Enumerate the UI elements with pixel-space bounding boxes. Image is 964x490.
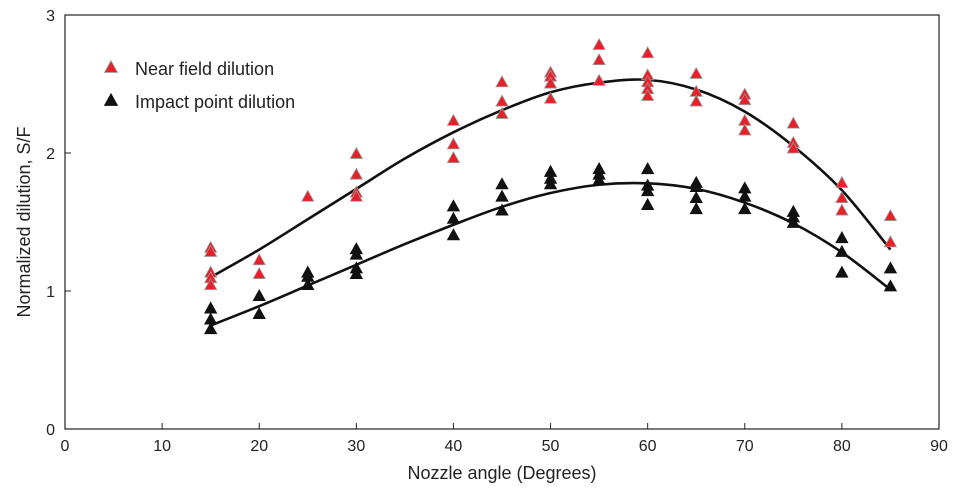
impact-point-point [835,231,849,244]
impact-point-point [738,202,752,215]
impact-point-point [883,261,898,274]
near-field-point [738,93,752,106]
impact-point-point [640,162,655,175]
x-tick-label: 80 [833,438,851,455]
x-tick-label: 40 [445,438,463,455]
x-tick-label: 50 [542,438,560,455]
near-field-point [738,123,752,136]
impact-point-point [689,202,703,215]
impact-point-point [640,197,655,210]
near-field-point [446,113,461,126]
near-field-point [495,94,509,107]
y-tick-label: 0 [46,422,55,439]
near-field-point [835,203,849,216]
near-field-point [495,75,509,88]
impact-point-point [592,173,606,186]
x-tick-label: 0 [61,438,70,455]
x-tick-label: 60 [639,438,657,455]
impact-point-point [301,277,315,290]
near-field-point [640,88,655,101]
near-field-point [786,116,801,129]
y-axis-title: Normalized dilution, S/F [14,126,34,317]
impact-point-point [543,177,558,190]
impact-point-point [203,322,218,335]
legend: Near field dilution Impact point dilutio… [103,59,295,112]
impact-point-point [786,215,801,228]
near-field-point [640,46,655,59]
y-axis-ticks: 0 1 2 3 [46,8,71,439]
impact-point-point [835,265,849,278]
x-tick-label: 70 [736,438,754,455]
impact-point-point [349,247,364,260]
impact-point-point [495,177,509,190]
impact-point-point [640,184,655,197]
y-tick-label: 1 [46,284,55,301]
impact-point-point [446,228,461,241]
impact-point-point [883,279,898,292]
impact-point-point [738,189,752,202]
impact-point-point [252,306,266,319]
x-axis-ticks: 0 10 20 30 40 50 60 70 80 90 [61,423,948,455]
near-field-point [835,191,849,204]
impact-point-point [446,211,461,224]
near-field-point [543,76,558,89]
legend-label-near-field: Near field dilution [135,59,274,79]
near-field-point [349,146,364,159]
x-tick-label: 10 [153,438,171,455]
legend-marker-impact-point [103,92,119,106]
near-field-point [592,53,606,66]
impact-point-point [349,266,364,279]
near-field-point [592,73,606,86]
legend-marker-near-field [103,59,119,73]
x-axis-title: Nozzle angle (Degrees) [407,463,596,483]
x-tick-label: 90 [930,438,948,455]
near-field-point [203,244,218,257]
x-tick-label: 30 [347,438,365,455]
impact-point-point [252,289,266,302]
near-field-point [835,175,849,188]
near-field-point [446,151,461,164]
near-field-point [786,141,801,154]
y-tick-label: 3 [46,8,55,25]
near-field-point [446,137,461,150]
impact-point-point [446,199,461,212]
near-field-point [495,106,509,119]
y-tick-label: 2 [46,146,55,163]
fit-curve-impact-point [210,181,892,327]
near-field-point [301,189,315,202]
near-field-point [883,208,898,221]
near-field-point [252,253,266,266]
x-tick-label: 20 [250,438,268,455]
near-field-point [203,277,218,290]
impact-point-point [495,189,509,202]
data-points [203,37,898,335]
near-field-point [252,266,266,279]
impact-point-point [495,203,509,216]
near-field-point [883,235,898,248]
near-field-point [349,167,364,180]
near-field-point [592,37,606,50]
near-field-point [349,189,364,202]
legend-label-impact-point: Impact point dilution [135,92,295,112]
impact-point-point [835,244,849,257]
near-field-point [689,94,703,107]
near-field-point [689,66,703,79]
near-field-point [543,91,558,104]
